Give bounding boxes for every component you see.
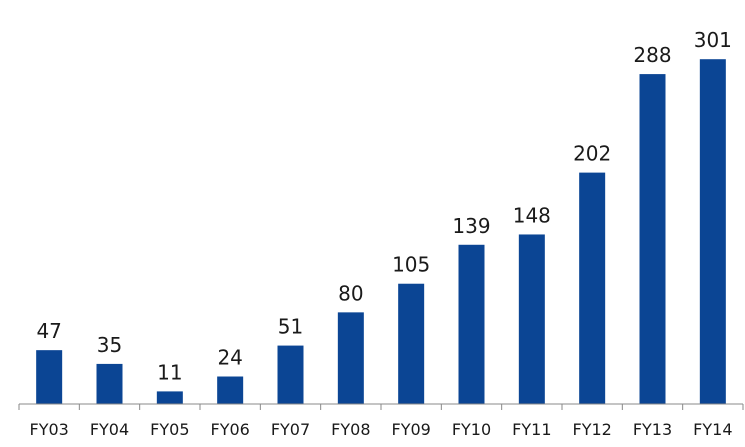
x-tick-label-fy06: FY06 (210, 420, 249, 439)
x-axis (18, 403, 744, 410)
value-label-fy10: 139 (452, 214, 490, 238)
x-tick-label-fy04: FY04 (90, 420, 129, 439)
x-tick-label-fy07: FY07 (271, 420, 310, 439)
x-tick-label-fy12: FY12 (572, 420, 611, 439)
bar-fy06 (217, 376, 244, 404)
x-tick-labels-group: FY03 FY04 FY05 FY06 FY07 FY08 FY09 FY10 FY11 FY12… (29, 420, 732, 439)
value-label-fy08: 80 (338, 281, 363, 305)
bar-fy07 (277, 345, 304, 404)
value-labels-group: 47 35 11 24 51 80 105 139 148 202 288 301 (36, 28, 731, 384)
x-tick-label-fy08: FY08 (331, 420, 370, 439)
value-label-fy13: 288 (633, 43, 671, 67)
bar-fy12 (579, 172, 606, 404)
x-tick-label-fy13: FY13 (633, 420, 672, 439)
value-label-fy04: 35 (97, 333, 122, 357)
bar-fy05 (156, 391, 183, 404)
value-label-fy14: 301 (694, 28, 732, 52)
x-tick-label-fy11: FY11 (512, 420, 551, 439)
bar-fy11 (518, 234, 545, 404)
bar-fy14 (699, 59, 726, 404)
bar-fy13 (639, 74, 666, 404)
value-label-fy09: 105 (392, 253, 430, 277)
x-tick-label-fy03: FY03 (29, 420, 68, 439)
value-label-fy07: 51 (278, 315, 303, 339)
bar-fy03 (36, 350, 63, 404)
bar-fy08 (337, 312, 364, 404)
x-tick-label-fy10: FY10 (452, 420, 491, 439)
bar-fy10 (458, 244, 485, 404)
bars-group (36, 59, 726, 404)
x-tick-label-fy05: FY05 (150, 420, 189, 439)
value-label-fy05: 11 (157, 360, 182, 384)
value-label-fy11: 148 (513, 203, 551, 227)
x-tick-label-fy09: FY09 (391, 420, 430, 439)
value-label-fy03: 47 (36, 319, 61, 343)
bar-fy04 (96, 363, 123, 404)
bar-fy09 (398, 283, 425, 404)
value-label-fy12: 202 (573, 142, 611, 166)
value-label-fy06: 24 (217, 346, 242, 370)
x-tick-label-fy14: FY14 (693, 420, 732, 439)
